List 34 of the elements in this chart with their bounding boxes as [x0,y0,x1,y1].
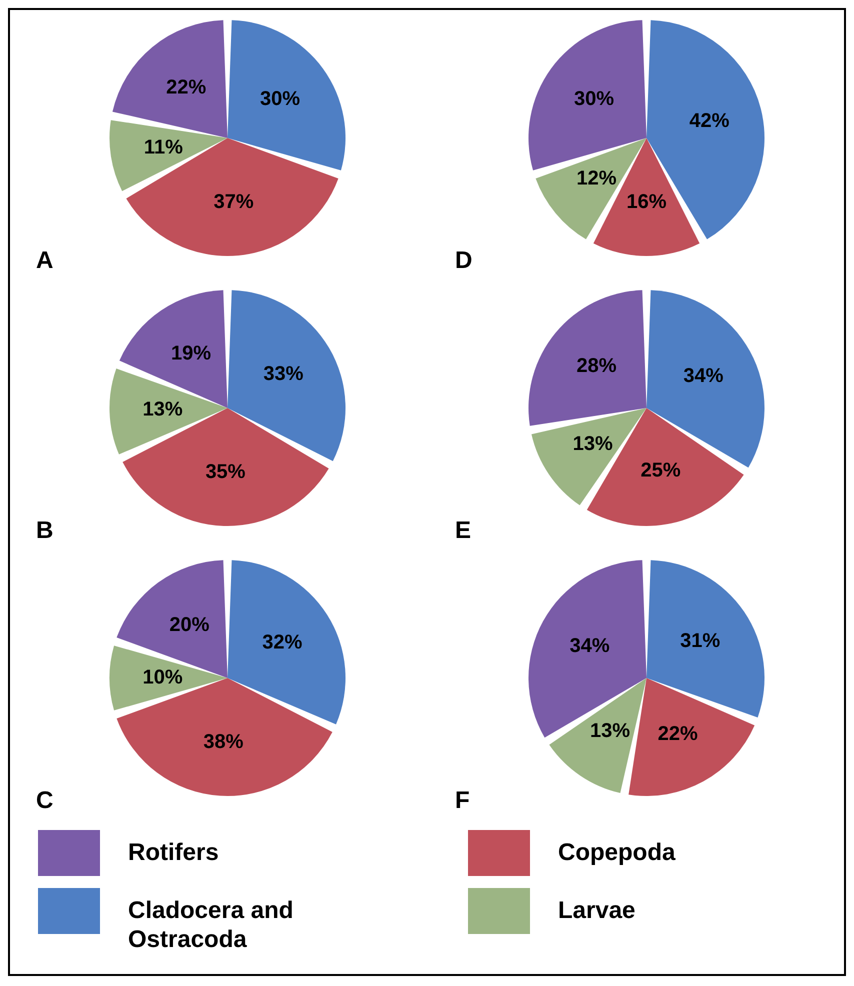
data-label: 13% [590,720,630,742]
data-label: 25% [640,460,681,482]
data-label: 38% [203,731,244,754]
data-label: 33% [263,363,304,386]
text: C [36,787,54,814]
data-label: 37% [214,190,254,213]
legend-label: Cladocera and Ostracoda [128,897,294,953]
data-label: 20% [169,614,210,636]
data-label: 13% [572,432,614,455]
data-label: 22% [658,723,698,746]
data-label: 32% [262,632,303,654]
legend-label: Copepoda [558,839,676,866]
data-label: 22% [166,76,206,98]
data-label: 30% [260,88,300,110]
text: F [455,787,470,814]
data-label: 31% [680,630,720,652]
data-label: 30% [574,88,614,110]
data-label: 42% [689,110,730,132]
text: D [455,247,472,274]
data-label: 12% [576,168,617,190]
data-label: 34% [683,365,724,388]
text: A [36,247,54,274]
legend-label: Larvae [558,897,636,924]
data-label: 16% [626,191,667,214]
data-label: 28% [576,354,617,377]
data-label: 11% [144,136,184,158]
data-label: 13% [142,398,183,420]
data-label: 19% [171,342,212,365]
legend-label: Rotifers [128,839,219,866]
data-label: 35% [205,461,246,484]
text: B [36,517,54,544]
data-label: 10% [142,666,183,688]
data-label: 34% [570,635,610,658]
text: E [455,517,472,544]
